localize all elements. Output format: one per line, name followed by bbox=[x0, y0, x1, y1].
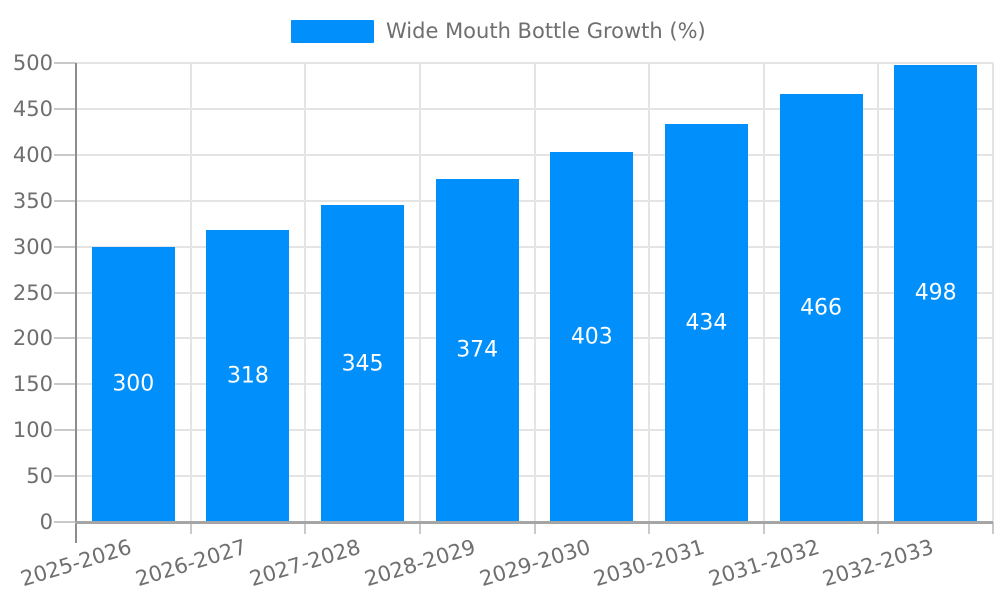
y-axis-line bbox=[75, 63, 77, 543]
y-tick-label: 400 bbox=[12, 142, 53, 167]
bar[interactable] bbox=[550, 152, 634, 522]
bar[interactable] bbox=[206, 230, 290, 522]
x-tick bbox=[877, 522, 880, 534]
x-tick bbox=[648, 522, 651, 534]
x-gridline bbox=[877, 63, 880, 522]
x-tick-label: 2032-2033 bbox=[820, 534, 937, 592]
y-tick bbox=[54, 153, 76, 156]
y-tick bbox=[54, 475, 76, 478]
x-gridline bbox=[992, 63, 994, 522]
bar[interactable] bbox=[779, 94, 863, 522]
bar-value-label: 434 bbox=[685, 310, 728, 336]
y-tick bbox=[54, 521, 76, 523]
bar[interactable] bbox=[91, 246, 175, 522]
bar-value-label: 498 bbox=[914, 280, 957, 306]
x-gridline bbox=[189, 63, 192, 522]
x-gridline bbox=[648, 63, 651, 522]
y-tick-label: 150 bbox=[12, 372, 53, 397]
y-tick-label: 300 bbox=[12, 234, 53, 259]
y-tick-label: 200 bbox=[12, 326, 53, 351]
y-tick-label: 500 bbox=[12, 51, 53, 75]
x-tick-label: 2026-2027 bbox=[132, 534, 249, 592]
x-tick-label: 2027-2028 bbox=[247, 534, 364, 592]
y-tick bbox=[54, 337, 76, 340]
x-tick bbox=[992, 522, 994, 534]
y-tick bbox=[54, 107, 76, 110]
legend[interactable]: Wide Mouth Bottle Growth (%) bbox=[291, 19, 706, 43]
x-gridline bbox=[418, 63, 421, 522]
x-tick bbox=[418, 522, 421, 534]
x-gridline bbox=[304, 63, 307, 522]
bar-value-label: 403 bbox=[570, 324, 613, 350]
y-tick bbox=[54, 199, 76, 202]
x-gridline bbox=[533, 63, 536, 522]
bar[interactable] bbox=[894, 64, 978, 522]
legend-label: Wide Mouth Bottle Growth (%) bbox=[386, 19, 706, 43]
bar-value-label: 374 bbox=[456, 337, 499, 363]
bar[interactable] bbox=[435, 178, 519, 522]
x-tick bbox=[533, 522, 536, 534]
bar-value-label: 466 bbox=[800, 295, 843, 321]
bar-value-label: 345 bbox=[341, 351, 384, 377]
x-tick-label: 2028-2029 bbox=[361, 534, 479, 592]
x-tick bbox=[762, 522, 765, 534]
y-tick bbox=[54, 383, 76, 386]
bar[interactable] bbox=[664, 123, 748, 522]
x-tick bbox=[304, 522, 307, 534]
x-tick-label: 2031-2032 bbox=[705, 534, 822, 592]
y-tick bbox=[54, 245, 76, 248]
x-gridline bbox=[762, 63, 765, 522]
bar[interactable] bbox=[321, 205, 405, 522]
y-tick-label: 450 bbox=[12, 96, 53, 121]
x-tick-label: 2029-2030 bbox=[476, 534, 593, 592]
y-tick-label: 100 bbox=[12, 418, 53, 443]
x-tick bbox=[189, 522, 192, 534]
x-axis-line bbox=[75, 521, 993, 524]
y-tick bbox=[54, 62, 76, 64]
x-tick-label: 2025-2026 bbox=[17, 534, 135, 592]
y-tick-label: 350 bbox=[12, 188, 53, 213]
bar-value-label: 300 bbox=[112, 371, 155, 397]
y-tick bbox=[54, 429, 76, 432]
y-tick-label: 250 bbox=[12, 280, 53, 305]
legend-swatch bbox=[291, 19, 374, 43]
y-tick-label: 0 bbox=[39, 510, 53, 534]
bar-value-label: 318 bbox=[226, 363, 269, 389]
y-tick-label: 50 bbox=[26, 464, 53, 489]
x-tick-label: 2030-2031 bbox=[590, 534, 708, 592]
y-tick bbox=[54, 291, 76, 294]
